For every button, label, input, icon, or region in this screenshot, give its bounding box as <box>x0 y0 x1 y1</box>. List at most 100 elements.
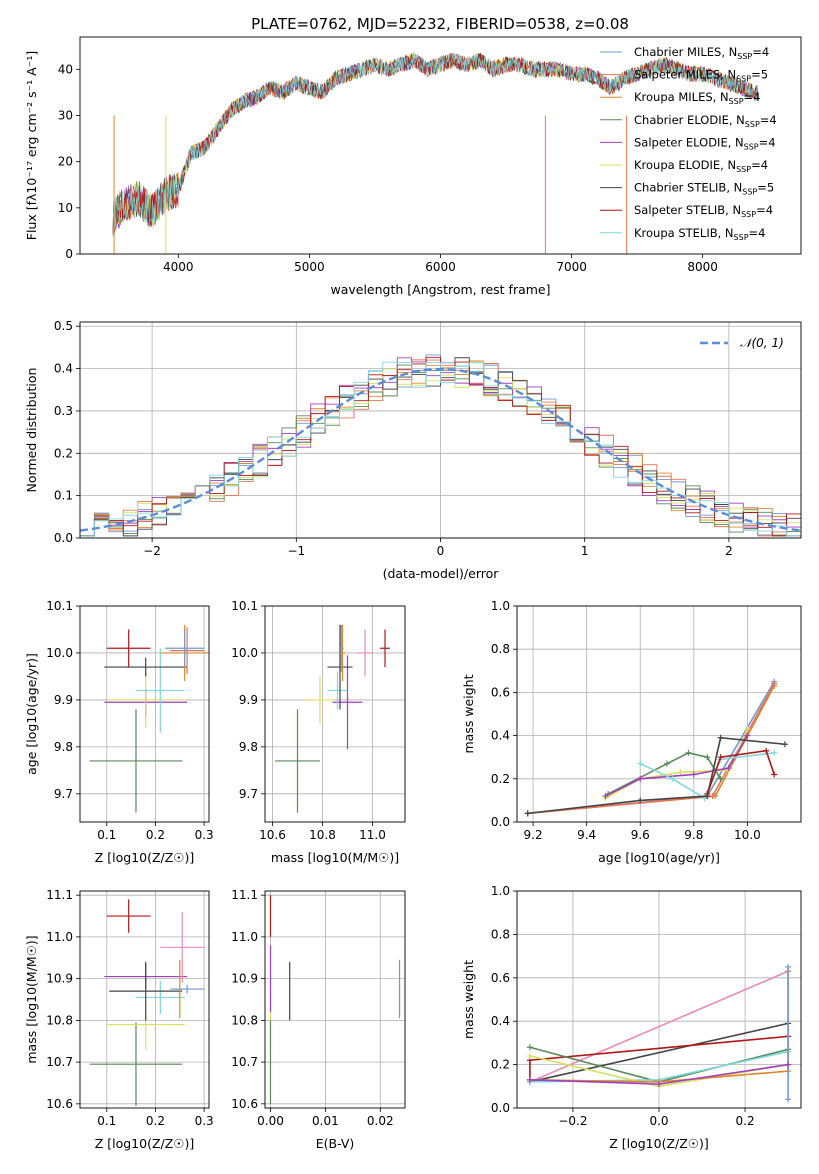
y-tick-label: 11.1 <box>46 888 73 902</box>
x-tick-label: 6000 <box>425 260 456 274</box>
y-axis-label: mass weight <box>461 960 476 1039</box>
legend-entry: Salpeter ELODIE, NSSP=4 <box>634 135 776 151</box>
mass-weight-marker <box>677 769 684 776</box>
y-tick-label: 0.3 <box>54 404 73 418</box>
x-tick-label: 0.3 <box>195 1114 214 1128</box>
x-tick-label: 0.2 <box>146 1114 165 1128</box>
y-axis-label: mass [log10(M/M☉)] <box>24 935 39 1063</box>
y-tick-label: 0.1 <box>54 489 73 503</box>
axes-frame <box>79 36 802 255</box>
y-tick-label: 9.9 <box>239 693 258 707</box>
y-tick-label: 10.1 <box>46 599 73 613</box>
x-tick-label: 9.8 <box>684 828 703 842</box>
y-tick-label: 10.9 <box>46 972 73 986</box>
mass-weight-marker <box>744 726 751 733</box>
x-tick-label: 9.6 <box>631 828 650 842</box>
mass-weight-marker <box>637 775 644 782</box>
x-tick-label: 4000 <box>163 260 194 274</box>
mass-weight-marker <box>602 793 609 800</box>
y-tick-label: 0.2 <box>491 1058 510 1072</box>
x-tick-label: 11.0 <box>359 828 386 842</box>
legend-entry: Salpeter STELIB, NSSP=4 <box>634 203 773 219</box>
x-tick-label: 5000 <box>294 260 325 274</box>
x-tick-label: 0.3 <box>195 828 214 842</box>
axes-frame <box>264 605 406 823</box>
y-tick-label: 1.0 <box>491 884 510 898</box>
y-tick-label: 0.0 <box>54 531 73 545</box>
mass-weight-marker <box>785 1096 792 1103</box>
y-tick-label: 0.8 <box>491 642 510 656</box>
y-tick-label: 0 <box>65 247 73 261</box>
x-tick-label: 0.1 <box>97 1114 116 1128</box>
y-tick-label: 0.4 <box>54 362 73 376</box>
y-tick-label: 10.1 <box>231 599 258 613</box>
y-tick-label: 10 <box>58 201 73 215</box>
y-tick-label: 0.5 <box>54 319 73 333</box>
spectrum-series-line <box>112 52 758 236</box>
y-tick-label: 10.8 <box>231 1013 258 1027</box>
mass-weight-marker <box>669 775 676 782</box>
x-tick-label: 9.2 <box>524 828 543 842</box>
x-tick-label: 10.0 <box>734 828 761 842</box>
y-tick-label: 9.7 <box>239 787 258 801</box>
y-axis-label: Flux [fλ10⁻¹⁷ erg cm⁻² s⁻¹ A⁻¹] <box>24 51 39 240</box>
mass-weight-marker <box>524 810 531 817</box>
spectrum-series-line <box>112 53 758 236</box>
legend-entry: 𝒩(0, 1) <box>740 336 784 350</box>
mass-weight-marker <box>717 754 724 761</box>
mass-weight-marker <box>704 790 711 797</box>
axes-mass-weight-vs-Z: −0.2 0.0 0.2 0.0 0.2 0.4 0.6 0.8 1.0 Z [log10(Z/Z… <box>461 884 802 1151</box>
x-tick-label: 0.1 <box>97 828 116 842</box>
mass-weight-marker <box>785 963 792 970</box>
x-tick-label: 0.02 <box>367 1114 394 1128</box>
mass-weight-marker <box>526 1052 533 1059</box>
axes-spectrum: 4000 5000 6000 7000 8000 0 10 20 30 40 wavelength … <box>24 36 802 297</box>
mass-weight-marker <box>526 1076 533 1083</box>
y-tick-label: 9.7 <box>54 787 73 801</box>
mass-weight-marker <box>526 1044 533 1051</box>
y-axis-label: Normed distribution <box>24 368 39 493</box>
y-tick-label: 10.0 <box>46 646 73 660</box>
mass-weight-marker <box>690 771 697 778</box>
x-tick-label: 0.2 <box>736 1114 755 1128</box>
x-tick-label: 0 <box>437 544 445 558</box>
x-axis-label: wavelength [Angstrom, rest frame] <box>330 282 550 297</box>
x-axis-label: age [log10(age/yr)] <box>598 850 720 865</box>
y-tick-label: 9.8 <box>239 740 258 754</box>
mass-weight-line <box>529 970 789 1083</box>
y-tick-label: 10.7 <box>231 1055 258 1069</box>
y-tick-label: 0.6 <box>491 971 510 985</box>
mass-weight-marker <box>637 760 644 767</box>
x-tick-label: 0.01 <box>312 1114 339 1128</box>
axes-frame <box>79 890 210 1109</box>
x-tick-label: 9.4 <box>577 828 596 842</box>
axes-frame <box>516 605 802 823</box>
y-tick-label: 11.0 <box>46 930 73 944</box>
x-axis-label: E(B-V) <box>316 1136 355 1151</box>
y-tick-label: 0.0 <box>491 815 510 829</box>
x-axis-label: Z [log10(Z/Z☉)] <box>95 850 195 865</box>
legend: Chabrier MILES, NSSP=4 Salpeter MILES, NS… <box>600 45 777 242</box>
x-tick-label: 8000 <box>687 260 718 274</box>
mass-weight-line <box>527 681 775 815</box>
x-tick-label: 1 <box>581 544 589 558</box>
y-tick-label: 9.8 <box>54 740 73 754</box>
mass-weight-marker <box>785 1061 792 1068</box>
x-axis-label: mass [log10(M/M☉)] <box>271 850 399 865</box>
axes-age-vs-Z: 0.1 0.2 0.3 9.7 9.8 9.9 10.0 10.1 Z [log10(Z/Z☉)… <box>24 599 214 865</box>
x-tick-label: 10.8 <box>309 828 336 842</box>
legend-entry: Chabrier MILES, NSSP=4 <box>634 45 769 61</box>
x-tick-label: 0.00 <box>257 1114 284 1128</box>
y-axis-label: mass weight <box>461 674 476 753</box>
mass-weight-marker <box>656 1081 662 1088</box>
y-tick-label: 1.0 <box>491 599 510 613</box>
y-tick-label: 10.8 <box>46 1013 73 1027</box>
x-tick-label: −1 <box>287 544 305 558</box>
legend-entry: Kroupa ELODIE, NSSP=4 <box>634 158 768 174</box>
x-tick-label: −2 <box>143 544 161 558</box>
legend-entry: Chabrier STELIB, NSSP=5 <box>634 181 774 197</box>
y-tick-label: 30 <box>58 108 73 122</box>
axes-mass-weight-vs-age: 9.2 9.4 9.6 9.8 10.0 0.0 0.2 0.4 0.6 0.8 1.0 age [l… <box>461 599 802 865</box>
y-tick-label: 0.4 <box>491 1014 510 1028</box>
